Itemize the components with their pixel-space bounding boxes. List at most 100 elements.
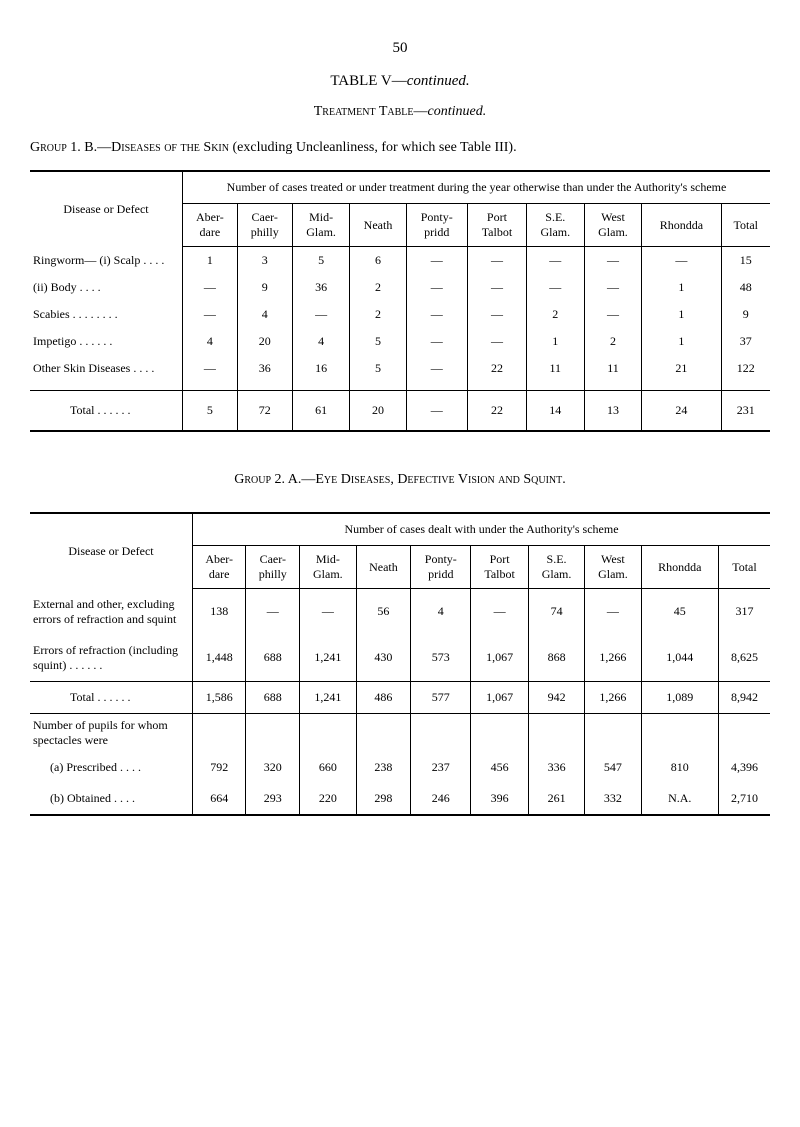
table-cell: 547 <box>585 752 641 783</box>
table-cell: — <box>183 301 238 328</box>
table-cell: 8,625 <box>718 635 770 682</box>
table-cell: 4 <box>183 328 238 355</box>
table-cell: 74 <box>528 589 584 635</box>
table-cell: 4 <box>411 589 471 635</box>
table-cell <box>641 713 718 752</box>
table-cell: 810 <box>641 752 718 783</box>
treatment-cont: continued. <box>428 104 487 119</box>
table-cell: — <box>467 301 526 328</box>
total-label: Total . . . . . . <box>30 681 193 713</box>
table-cell: 293 <box>246 783 300 815</box>
table-cell: — <box>584 247 642 275</box>
col-header: West Glam. <box>584 204 642 247</box>
table-cell: 14 <box>526 391 584 432</box>
table-cell: 1,089 <box>641 681 718 713</box>
table-cell: 2,710 <box>718 783 770 815</box>
table-cell: 688 <box>246 635 300 682</box>
table-cell: — <box>183 355 238 391</box>
table-row-label: (ii) Body . . . . <box>30 274 183 301</box>
table-cell: 486 <box>356 681 411 713</box>
table-cell: — <box>467 274 526 301</box>
table-cell: 11 <box>584 355 642 391</box>
table-cell: 13 <box>584 391 642 432</box>
table-cell: 2 <box>350 301 406 328</box>
table-cell: — <box>467 328 526 355</box>
table-cell: 231 <box>721 391 770 432</box>
group1-caps: Diseases of the Skin <box>111 140 229 155</box>
col-header: Port Talbot <box>471 546 529 589</box>
table-cell: 792 <box>193 752 246 783</box>
table-cell: 36 <box>237 355 292 391</box>
table-cell: — <box>406 247 467 275</box>
table-cell: 577 <box>411 681 471 713</box>
table-cell: 61 <box>292 391 350 432</box>
table-cell: 5 <box>292 247 350 275</box>
col-header: Caer- philly <box>246 546 300 589</box>
table-cell: — <box>300 589 356 635</box>
section-label: Number of pupils for whom spectacles wer… <box>30 713 193 752</box>
table-cell: — <box>584 301 642 328</box>
table-cell: 1,266 <box>585 635 641 682</box>
table-cell: 942 <box>528 681 584 713</box>
table-cell: 332 <box>585 783 641 815</box>
table-cell: 37 <box>721 328 770 355</box>
table-cell: 45 <box>641 589 718 635</box>
col-spanner: Number of cases treated or under treatme… <box>183 171 771 204</box>
table-cell: 6 <box>350 247 406 275</box>
table-cell: 20 <box>237 328 292 355</box>
table-cell: 573 <box>411 635 471 682</box>
col-header: Mid- Glam. <box>300 546 356 589</box>
table-cell: 868 <box>528 635 584 682</box>
table-cell: 56 <box>356 589 411 635</box>
group1-prefix: Group 1. B.— <box>30 140 111 155</box>
col-header: S.E. Glam. <box>526 204 584 247</box>
table-cell: 1,241 <box>300 635 356 682</box>
col-spanner: Number of cases dealt with under the Aut… <box>193 513 771 546</box>
col-header: Aber- dare <box>183 204 238 247</box>
table-cell: 1,067 <box>471 681 529 713</box>
table-cell <box>411 713 471 752</box>
table-cell: 5 <box>350 328 406 355</box>
table-cell: 1,067 <box>471 635 529 682</box>
table-cell: 1,241 <box>300 681 356 713</box>
table-row-label: Ringworm— (i) Scalp . . . . <box>30 247 183 275</box>
table-row-label: Scabies . . . . . . . . <box>30 301 183 328</box>
table-cell: 21 <box>642 355 721 391</box>
table-cell: 1,044 <box>641 635 718 682</box>
table-cell: — <box>406 355 467 391</box>
table-cell: 1 <box>642 274 721 301</box>
table-cell: 3 <box>237 247 292 275</box>
table-cell: 16 <box>292 355 350 391</box>
table-cell <box>246 713 300 752</box>
table-cell: 396 <box>471 783 529 815</box>
table-cell: 688 <box>246 681 300 713</box>
page-number: 50 <box>30 40 770 57</box>
table-cell: 261 <box>528 783 584 815</box>
table-cell: 1,266 <box>585 681 641 713</box>
table-cell <box>471 713 529 752</box>
table-row-label: External and other, excluding errors of … <box>30 589 193 635</box>
table-cell: — <box>526 274 584 301</box>
table-cell: 9 <box>237 274 292 301</box>
col-header: Mid- Glam. <box>292 204 350 247</box>
table-v-title: TABLE V—continued. <box>30 73 770 90</box>
table-cell: 138 <box>193 589 246 635</box>
table-cell: 15 <box>721 247 770 275</box>
table-cell: 4,396 <box>718 752 770 783</box>
table-cell: 660 <box>300 752 356 783</box>
table-cell: 22 <box>467 355 526 391</box>
col-header: Ponty- pridd <box>406 204 467 247</box>
table-cell <box>528 713 584 752</box>
table-row-label: (a) Prescribed . . . . <box>30 752 193 783</box>
table-cell: 246 <box>411 783 471 815</box>
table-cell: 48 <box>721 274 770 301</box>
table-cell: — <box>471 589 529 635</box>
group2-title: Group 2. A.—Eye Diseases, Defective Visi… <box>30 472 770 488</box>
table-cell: 9 <box>721 301 770 328</box>
col-disease-defect: Disease or Defect <box>30 171 183 247</box>
table-cell: 36 <box>292 274 350 301</box>
table-cell: 430 <box>356 635 411 682</box>
table-cell: 22 <box>467 391 526 432</box>
col-disease-defect: Disease or Defect <box>30 513 193 589</box>
table-cell: 238 <box>356 752 411 783</box>
